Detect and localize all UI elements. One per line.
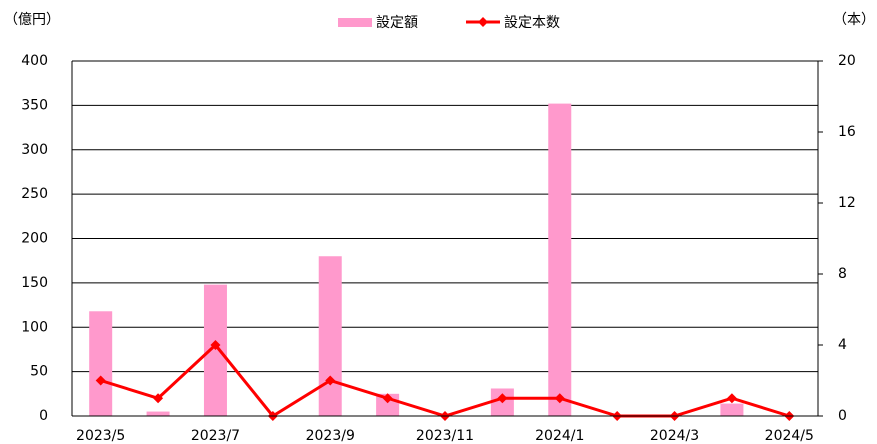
x-tick-label: 2023/9: [306, 428, 355, 444]
x-tick-label: 2023/7: [191, 428, 240, 444]
y2-tick-label: 16: [838, 124, 856, 140]
marker: [382, 393, 393, 404]
bar: [720, 403, 744, 416]
x-tick-label: 2024/1: [535, 428, 584, 444]
legend-marker: [478, 17, 488, 27]
y2-tick-label: 12: [838, 195, 856, 211]
y-tick-label: 300: [21, 142, 48, 158]
y-tick-label: 150: [21, 275, 48, 291]
marker: [325, 375, 336, 386]
bar: [203, 284, 227, 416]
y-tick-label: 50: [30, 364, 48, 380]
y2-axis-label: （本）: [833, 12, 875, 28]
y2-tick-label: 4: [838, 337, 847, 353]
marker: [554, 393, 565, 404]
x-tick-label: 2024/3: [650, 428, 699, 444]
bar: [318, 256, 342, 416]
y-tick-label: 400: [21, 53, 48, 69]
bar: [548, 103, 572, 416]
x-tick-label: 2023/11: [416, 428, 474, 444]
marker: [726, 393, 737, 404]
bar: [146, 411, 170, 416]
y-tick-label: 350: [21, 97, 48, 113]
y2-tick-label: 0: [838, 408, 847, 424]
x-tick-label: 2024/5: [765, 428, 814, 444]
marker: [153, 393, 164, 404]
y2-tick-label: 8: [838, 266, 847, 282]
y2-tick-label: 20: [838, 53, 856, 69]
legend-label: 設定額: [376, 15, 418, 31]
marker: [95, 375, 106, 386]
marker: [210, 340, 221, 350]
legend-swatch: [338, 18, 372, 27]
x-tick-label: 2023/5: [76, 428, 125, 444]
legend-label: 設定本数: [504, 15, 560, 31]
y-tick-label: 100: [21, 319, 48, 335]
y-axis-label: （億円）: [4, 12, 60, 28]
y-tick-label: 200: [21, 231, 48, 247]
y-tick-label: 250: [21, 186, 48, 202]
y-tick-label: 0: [39, 408, 48, 424]
marker: [497, 393, 508, 404]
bar: [89, 311, 113, 416]
